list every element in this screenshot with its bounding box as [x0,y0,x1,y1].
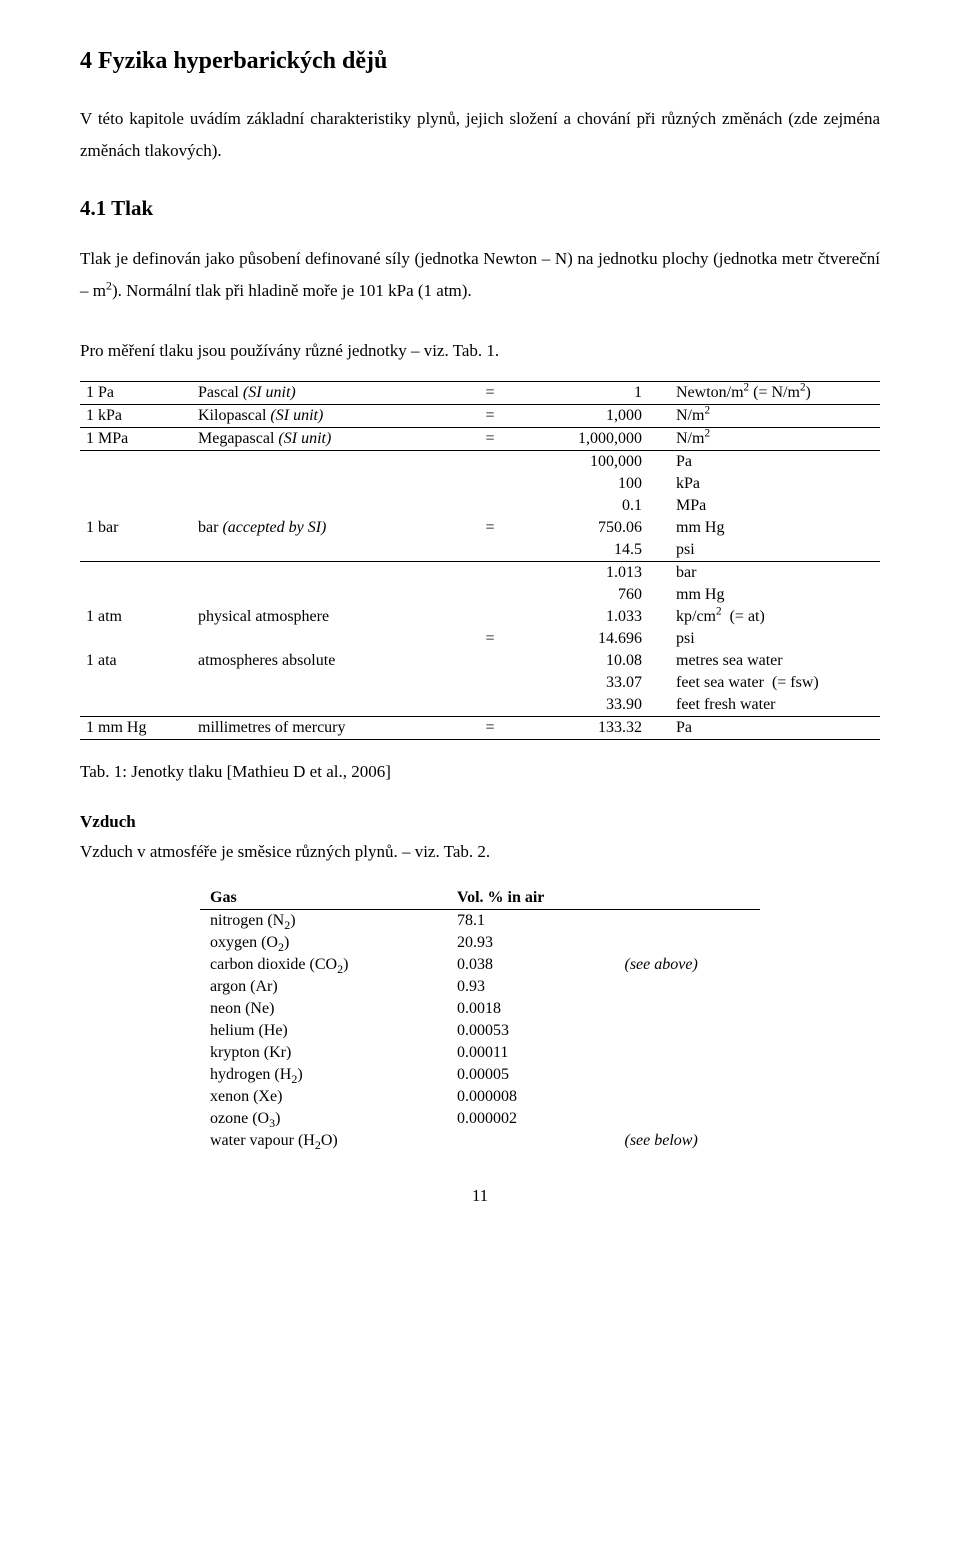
units-row: 0.1MPa [80,495,880,517]
gas-row: xenon (Xe)0.000008 [200,1086,760,1108]
pressure-units-table: 1 PaPascal (SI unit)=1Newton/m2 (= N/m2)… [80,381,880,740]
units-row: 1.013bar [80,562,880,584]
vol-col-head: Vol. % in air [447,887,615,910]
gas-row: carbon dioxide (CO2)0.038(see above) [200,954,760,976]
units-row: 1 barbar (accepted by SI)=750.06mm Hg [80,517,880,539]
units-row: =14.696psi [80,628,880,650]
units-row: 760mm Hg [80,584,880,606]
gas-row: hydrogen (H2)0.00005 [200,1064,760,1086]
units-row: 100kPa [80,473,880,495]
table1-caption: Tab. 1: Jenotky tlaku [Mathieu D et al.,… [80,762,880,782]
tlak-paragraph-1: Tlak je definován jako působení definova… [80,243,880,308]
units-row: 1 MPaMegapascal (SI unit)=1,000,000N/m2 [80,428,880,450]
units-row: 1 atmphysical atmosphere1.033kp/cm2 (= a… [80,606,880,628]
gas-row: water vapour (H2O)(see below) [200,1130,760,1152]
units-row: 33.07feet sea water (= fsw) [80,672,880,694]
gas-row: argon (Ar)0.93 [200,976,760,998]
units-row: 33.90feet fresh water [80,694,880,716]
units-row: 14.5psi [80,539,880,561]
units-row: 1 ataatmospheres absolute10.08metres sea… [80,650,880,672]
vzduch-paragraph: Vzduch v atmosféře je směsice různých pl… [80,836,880,868]
gas-row: nitrogen (N2)78.1 [200,909,760,932]
document-page: 4 Fyzika hyperbarických dějů V této kapi… [0,0,960,1246]
tlak-text-b: ). Normální tlak při hladině moře je 101… [112,281,472,300]
gas-col-head: Gas [200,887,447,910]
gas-row: neon (Ne)0.0018 [200,998,760,1020]
units-row: 100,000Pa [80,451,880,473]
subsection-title: 4.1 Tlak [80,196,880,221]
units-row: 1 PaPascal (SI unit)=1Newton/m2 (= N/m2) [80,382,880,404]
gas-row: helium (He)0.00053 [200,1020,760,1042]
note-col-head [614,887,760,910]
section-title: 4 Fyzika hyperbarických dějů [80,48,880,75]
gas-row: krypton (Kr)0.00011 [200,1042,760,1064]
gas-row: ozone (O3)0.000002 [200,1108,760,1130]
tlak-paragraph-2: Pro měření tlaku jsou používány různé je… [80,335,880,367]
vzduch-heading: Vzduch [80,812,880,832]
gas-row: oxygen (O2)20.93 [200,932,760,954]
units-row: 1 mm Hgmillimetres of mercury=133.32Pa [80,717,880,739]
intro-paragraph: V této kapitole uvádím základní charakte… [80,103,880,168]
page-number: 11 [80,1186,880,1206]
units-row: 1 kPaKilopascal (SI unit)=1,000N/m2 [80,405,880,427]
gas-composition-table: Gas Vol. % in air nitrogen (N2)78.1oxyge… [200,887,760,1152]
